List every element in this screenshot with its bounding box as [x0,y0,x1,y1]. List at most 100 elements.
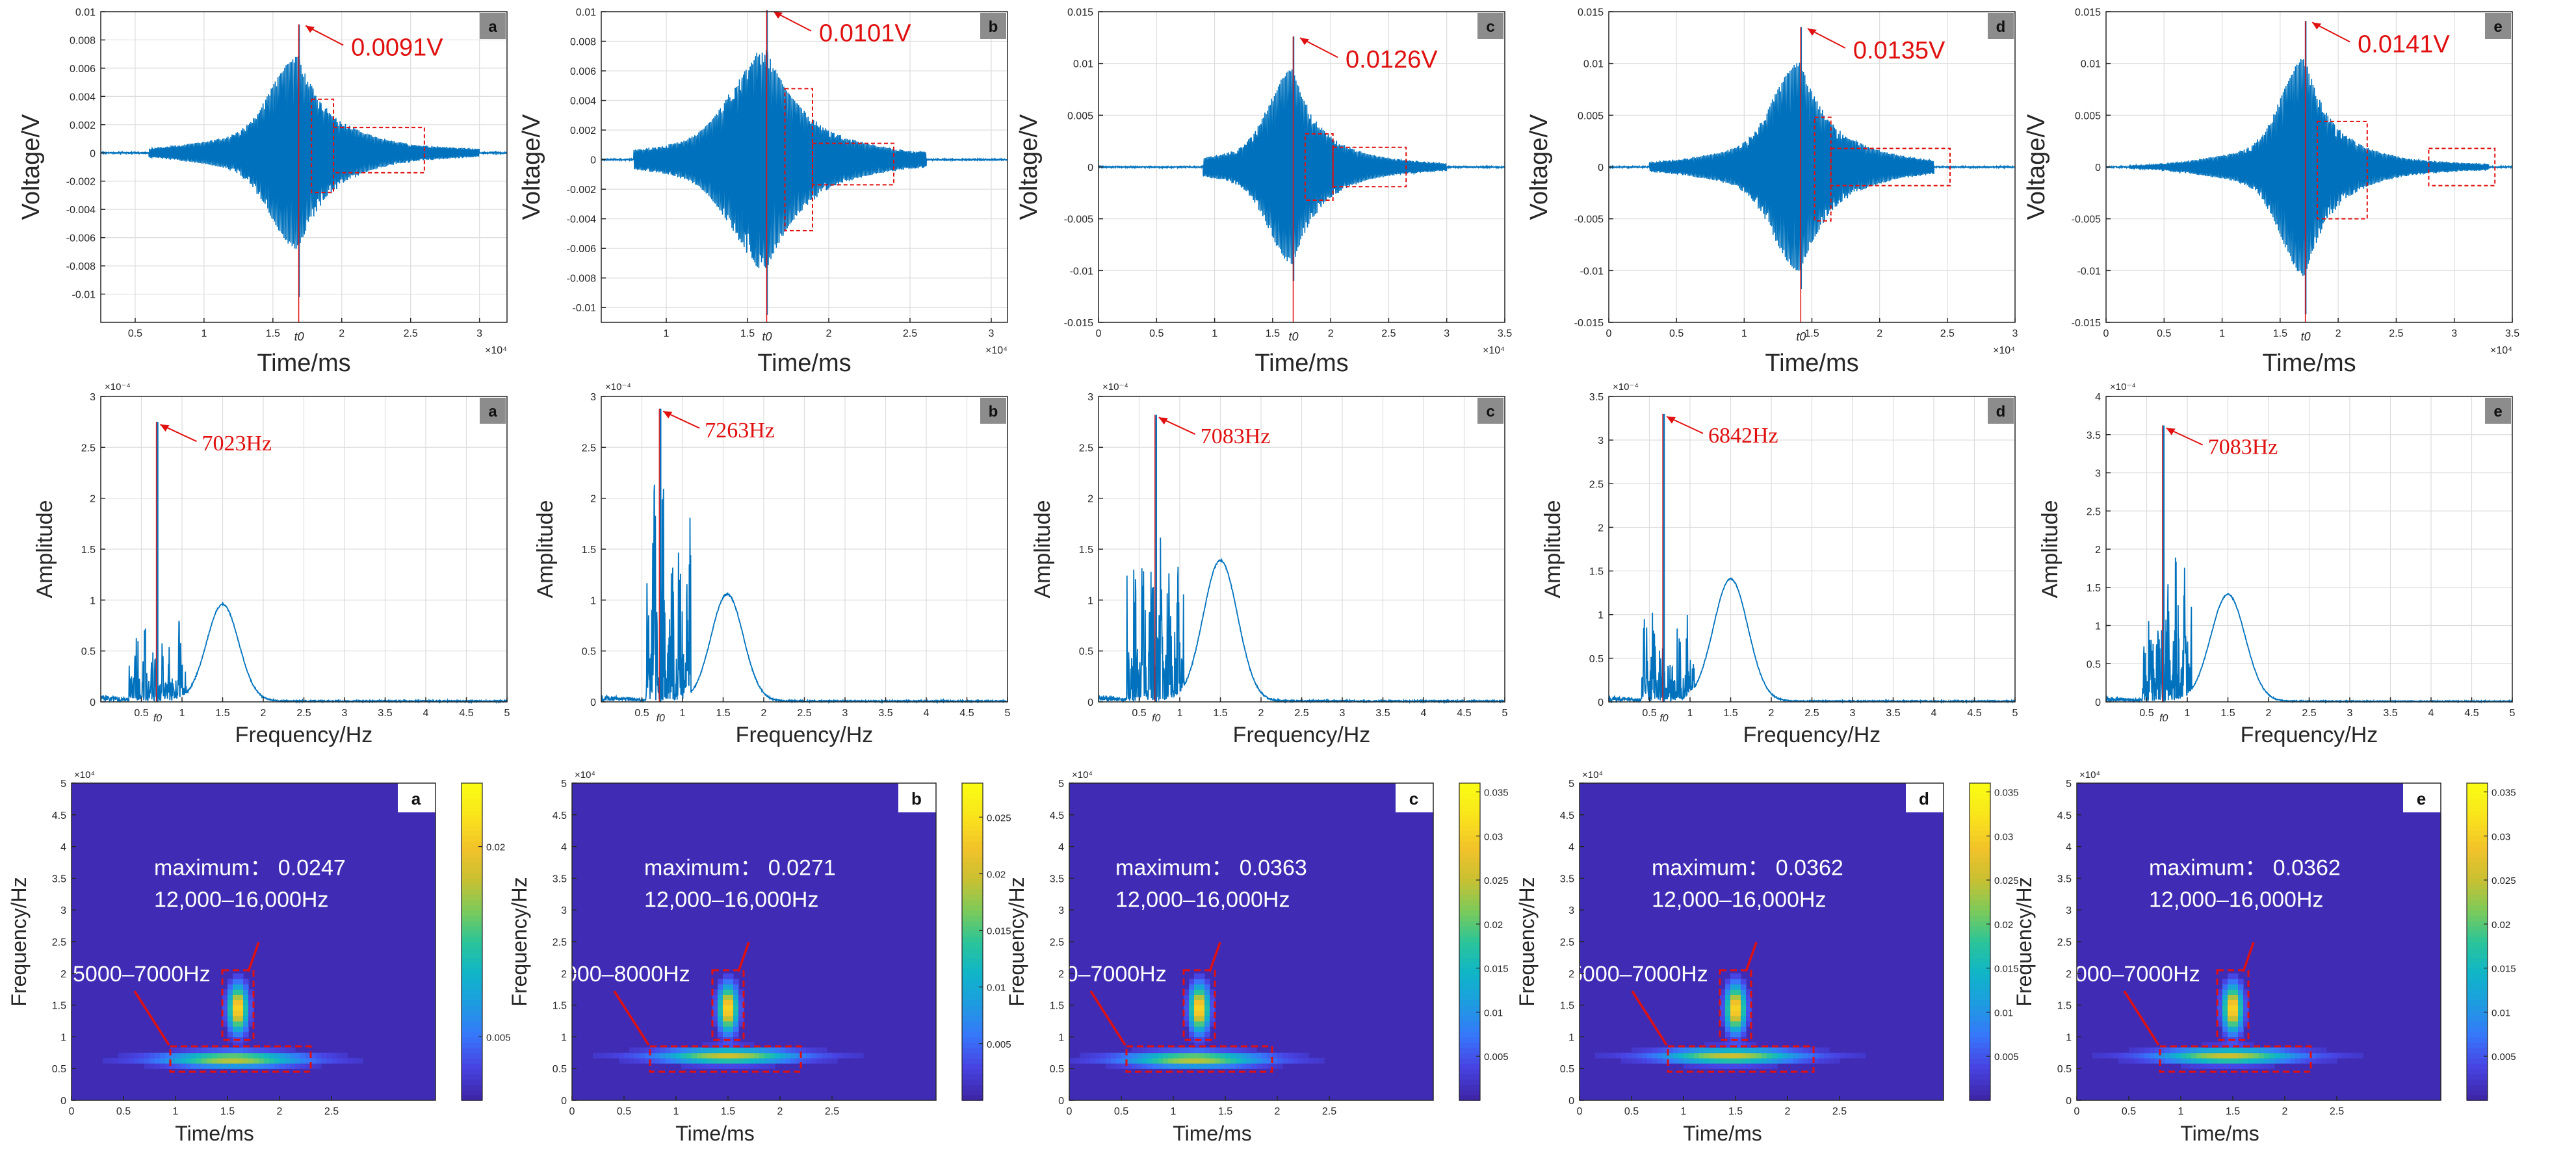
peak-arrowhead [1807,28,1817,36]
colorbar-tick-label: 0.02 [2491,920,2510,931]
spectrogram-cell [1611,1052,1617,1059]
y-tick-label: 0.002 [70,120,96,131]
colorbar-segment [462,1068,482,1075]
colorbar-segment [1970,1068,1990,1075]
x-tick-label: 3 [342,708,348,719]
spectrogram-cell [733,984,739,990]
spectrogram-cell [1168,1052,1174,1059]
spectrogram-cell [238,984,244,990]
colorbar-segment [2467,1026,2488,1032]
spectrogram-cell [1772,1057,1778,1064]
spectrogram-cell [2176,1047,2181,1053]
y-tick-label: -0.008 [567,274,596,285]
colorbar-segment [1459,878,1480,884]
x-exponent-label: ×10⁴ [485,345,507,356]
spectrogram-cell [749,1047,755,1053]
spectrogram-cell [1647,1057,1653,1064]
spectrogram-cell [827,1052,833,1059]
spectrogram-cell [238,1031,244,1037]
colorbar-segment [1970,857,1990,863]
spectrogram-cell [764,1063,770,1069]
colorbar-segment [962,873,983,879]
spectrogram-cell [712,1010,718,1016]
x-tick-label: 3.5 [2383,708,2397,719]
colorbar-segment [1970,1094,1990,1101]
panel-badge [1988,398,2014,424]
y-tick-label: 4 [2066,842,2072,853]
spectrogram-cell [728,1000,734,1006]
spectrogram-cell [655,1047,661,1053]
x-tick-label: 1 [2178,1106,2184,1117]
x-tick-label: 0.5 [2139,708,2153,719]
spectrogram-cell [759,1063,765,1069]
spectrogram-cell [1762,1057,1767,1064]
colorbar-segment [1459,1026,1480,1032]
spectrogram-cell [1106,1052,1112,1059]
colorbar-segment [1459,831,1480,837]
spectrogram-cell [718,989,723,995]
spectrogram-cell [1194,984,1200,990]
colorbar-segment [1970,814,1990,821]
spectrogram-cell [1684,1057,1689,1064]
spectrogram-cell [1767,1052,1773,1059]
spectrogram-cell [744,1063,749,1069]
colorbar-segment [462,1063,482,1069]
spectrogram-cell [728,1010,734,1016]
y-tick-label: 0.008 [70,35,96,46]
spectrogram-cell [1626,1052,1632,1059]
spectrogram-cell [222,1052,228,1059]
spectrogram-cell [738,1015,744,1022]
spectrogram-cell [1230,1047,1236,1053]
spectrogram-cell [1793,1057,1799,1064]
colorbar-segment [1970,820,1990,826]
y-tick-label: 4 [2095,392,2101,403]
y-tick-label: 2 [1058,969,1064,980]
spectrogram-cell [264,1057,270,1064]
spectrogram-cell [723,1052,729,1059]
spectrogram-cell [1194,1005,1200,1011]
spectrogram-cell [1647,1047,1653,1053]
y-tick-label: 2.5 [582,443,596,454]
spectrogram-cell [243,1000,249,1006]
peak-frequency-label: 7023Hz [202,432,272,456]
spectrogram-cell [321,1052,327,1059]
spectrogram-cell [712,1015,718,1022]
spectrogram-cell [2248,1063,2254,1069]
spectrogram-cell [1163,1057,1169,1064]
colorbar-segment [2467,1015,2488,1022]
spectrogram-cell [2274,1057,2280,1064]
spectrogram-cell [280,1063,285,1069]
spectrogram-cell [222,1005,228,1011]
colorbar-segment [462,794,482,800]
spectrogram-cell [2321,1052,2327,1059]
spectrogram-cell [1184,989,1190,995]
spectrogram-cell [1710,1047,1715,1053]
spectrogram-cell [1730,978,1736,985]
spectrogram-cell [2222,1031,2228,1037]
spectrogram-cell [1736,1015,1741,1022]
y-tick-label: 0.015 [1578,7,1604,18]
x-exponent-label: ×10⁴ [985,345,1008,356]
spectrogram-cell [228,1015,233,1022]
spectrogram-cell [1080,1052,1086,1059]
spectrogram-cell [2228,1021,2233,1027]
low-band-label: 5000–7000Hz [1029,962,1167,987]
spectrogram-cell [1694,1052,1700,1059]
x-axis-label: Time/ms [1683,1122,1762,1145]
y-exponent-label: ×10⁻⁴ [105,381,131,393]
colorbar-segment [2467,1000,2488,1006]
spectrogram-cell [129,1052,135,1059]
spectrogram-cell [2181,1057,2187,1064]
spectrogram-cell [2228,1026,2233,1032]
x-tick-label: 1 [1171,1106,1177,1117]
spectrogram-cell [1736,994,1741,1000]
spectrogram-cell [181,1052,187,1059]
colorbar-segment [962,868,983,873]
spectrogram-cell [243,1047,249,1053]
colorbar-segment [1459,925,1480,932]
x-tick-label: 4.5 [1967,708,1981,719]
spectrogram-cell [238,1005,244,1011]
x-tick-label: 2.5 [404,328,418,339]
spectrogram-cell [2332,1057,2337,1064]
spectrogram-cell [728,1005,734,1011]
